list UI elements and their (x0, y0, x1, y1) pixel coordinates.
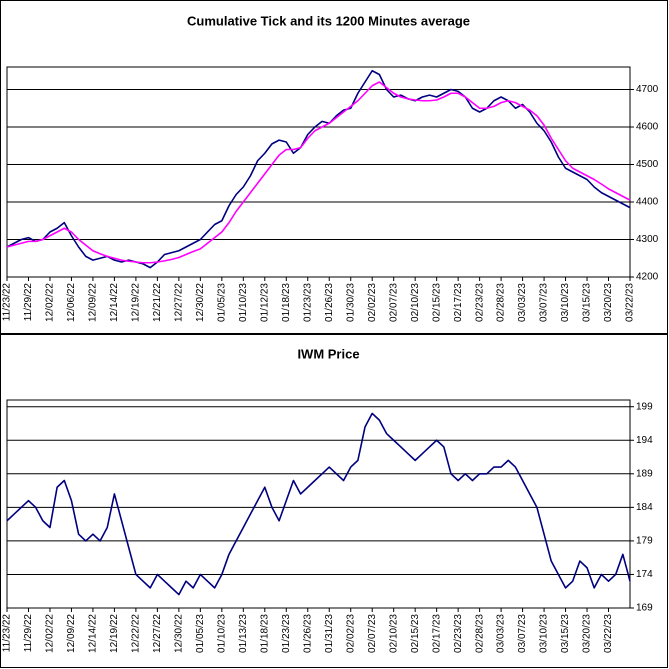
x-tick-label: 03/20/23 (582, 614, 593, 653)
x-tick-label: 12/09/22 (66, 614, 77, 653)
x-tick-label: 02/10/23 (388, 614, 399, 653)
y-tick-label: 4600 (636, 122, 659, 133)
x-tick-label: 12/19/22 (109, 614, 120, 653)
x-tick-label: 01/18/23 (259, 614, 270, 653)
x-tick-label: 12/09/22 (88, 283, 99, 322)
x-tick-label: 12/19/22 (131, 283, 142, 322)
x-tick-label: 03/07/23 (517, 614, 528, 653)
x-tick-label: 11/23/22 (2, 283, 13, 322)
x-tick-label: 02/15/23 (410, 614, 421, 653)
x-tick-label: 01/26/23 (302, 614, 313, 653)
x-tick-label: 12/30/22 (195, 283, 206, 322)
x-tick-label: 11/29/22 (23, 614, 34, 653)
x-tick-label: 02/02/23 (367, 283, 378, 322)
y-tick-label: 174 (636, 569, 653, 580)
x-tick-label: 02/07/23 (367, 614, 378, 653)
x-tick-label: 01/10/23 (216, 614, 227, 653)
x-tick-label: 03/22/23 (625, 283, 636, 322)
x-tick-label: 12/21/22 (152, 283, 163, 322)
plot-area (6, 66, 631, 278)
x-tick-label: 01/23/23 (302, 283, 313, 322)
line-series (6, 81, 631, 264)
x-tick-label: 02/17/23 (453, 283, 464, 322)
y-tick-label: 4700 (636, 84, 659, 95)
y-tick-label: 184 (636, 502, 653, 513)
y-tick-label: 4400 (636, 197, 659, 208)
chart-title: Cumulative Tick and its 1200 Minutes ave… (187, 13, 470, 28)
x-tick-label: 02/07/23 (388, 283, 399, 322)
y-tick-label: 199 (636, 401, 653, 412)
y-tick-label: 4500 (636, 159, 659, 170)
plot-area (6, 399, 631, 609)
x-tick-label: 12/27/22 (152, 614, 163, 653)
x-tick-label: 11/29/22 (23, 283, 34, 322)
x-tick-label: 11/23/22 (2, 614, 13, 653)
y-tick-label: 4300 (636, 234, 659, 245)
x-tick-label: 02/15/23 (431, 283, 442, 322)
x-tick-label: 01/26/23 (324, 283, 335, 322)
x-tick-label: 12/30/22 (174, 614, 185, 653)
y-tick-label: 189 (636, 468, 653, 479)
x-tick-label: 01/30/23 (345, 283, 356, 322)
x-tick-label: 01/05/23 (216, 283, 227, 322)
x-tick-label: 03/10/23 (560, 283, 571, 322)
x-tick-label: 01/23/23 (281, 614, 292, 653)
x-tick-label: 03/03/23 (496, 614, 507, 653)
x-tick-label: 12/22/22 (131, 614, 142, 653)
y-tick-label: 169 (636, 603, 653, 614)
x-tick-label: 01/05/23 (195, 614, 206, 653)
x-tick-label: 03/07/23 (539, 283, 550, 322)
y-tick-label: 4200 (636, 272, 659, 283)
x-tick-label: 03/10/23 (539, 614, 550, 653)
x-tick-label: 12/02/22 (45, 283, 56, 322)
x-tick-label: 01/18/23 (281, 283, 292, 322)
x-tick-label: 12/02/22 (45, 614, 56, 653)
x-tick-label: 02/02/23 (345, 614, 356, 653)
x-tick-label: 01/12/23 (259, 283, 270, 322)
x-tick-label: 02/10/23 (410, 283, 421, 322)
x-tick-label: 12/06/22 (66, 283, 77, 322)
x-tick-label: 03/15/23 (582, 283, 593, 322)
x-tick-label: 02/23/23 (453, 614, 464, 653)
x-tick-label: 01/10/23 (238, 283, 249, 322)
x-tick-label: 01/13/23 (238, 614, 249, 653)
line-series (6, 412, 631, 596)
x-tick-label: 03/20/23 (603, 283, 614, 322)
x-tick-label: 12/14/22 (88, 614, 99, 653)
x-tick-label: 01/31/23 (324, 614, 335, 653)
x-tick-label: 03/22/23 (603, 614, 614, 653)
x-tick-label: 02/28/23 (496, 283, 507, 322)
x-tick-label: 12/27/22 (174, 283, 185, 322)
x-tick-label: 03/03/23 (517, 283, 528, 322)
y-tick-label: 194 (636, 435, 653, 446)
chart-title: IWM Price (297, 346, 359, 361)
x-tick-label: 03/15/23 (560, 614, 571, 653)
y-tick-label: 179 (636, 536, 653, 547)
x-tick-label: 02/23/23 (474, 283, 485, 322)
x-tick-label: 02/17/23 (431, 614, 442, 653)
x-tick-label: 12/14/22 (109, 283, 120, 322)
x-tick-label: 02/28/23 (474, 614, 485, 653)
